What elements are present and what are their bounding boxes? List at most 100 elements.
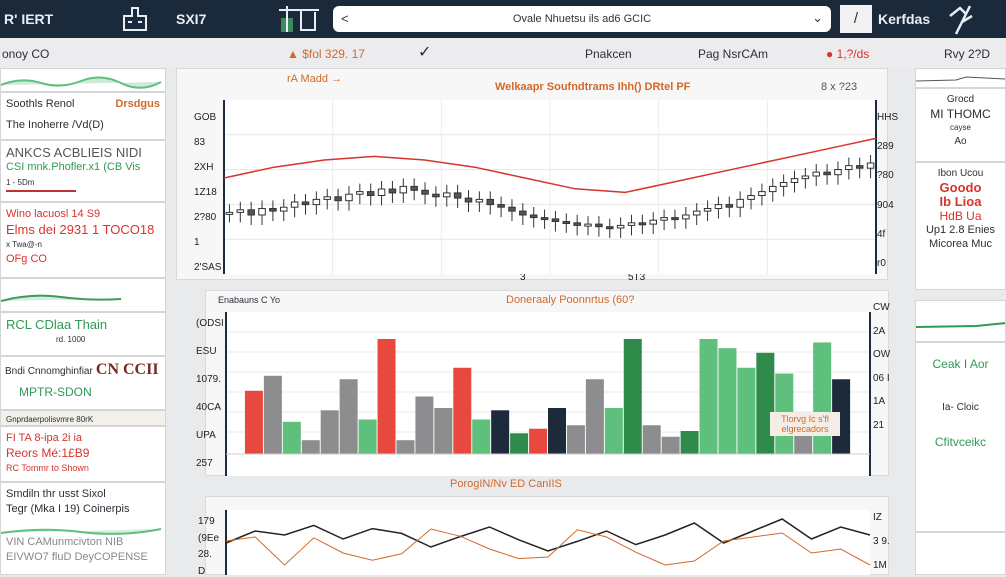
- candle: [356, 191, 364, 195]
- chevron-down-icon[interactable]: ⌄: [812, 10, 823, 25]
- card-sub: rd. 1000: [56, 335, 86, 344]
- card-line: Ibon Ucou: [937, 168, 984, 179]
- bar: [263, 375, 282, 454]
- bar: [737, 367, 756, 454]
- bar: [396, 440, 415, 454]
- y-tick: 06 I: [873, 372, 890, 384]
- sparkline-card-2[interactable]: [0, 278, 166, 312]
- candle: [790, 178, 799, 183]
- search-input[interactable]: Ovale Nhuetsu ils ad6 GCIC: [512, 13, 652, 25]
- card-line: Grocd: [946, 94, 975, 105]
- bar: [623, 339, 642, 454]
- candle: [519, 210, 527, 216]
- annotation-line: Tlorvg Ic s'fl: [781, 414, 829, 424]
- card-title: ANKCS ACBLIEIS NIDI: [6, 145, 142, 160]
- bar: [794, 433, 813, 454]
- left-card-2[interactable]: ANKCS ACBLIEIS NIDI CSI mnk.Phofler.x1 (…: [0, 140, 166, 202]
- candle: [573, 222, 581, 226]
- candle: [247, 209, 255, 216]
- bar: [339, 379, 358, 454]
- candle: [649, 219, 657, 225]
- card-line: Ceak I Aor: [932, 357, 989, 371]
- y-tick: GOB: [194, 112, 217, 123]
- candle: [801, 175, 810, 180]
- tab-pag[interactable]: Pag NsrCAm: [698, 47, 769, 61]
- tab-pnakcen[interactable]: Pnakcen: [585, 47, 632, 61]
- card-line: HdB Ua: [939, 209, 982, 223]
- sparkline: [916, 76, 1005, 82]
- left-card-5[interactable]: Bndi Cnnomghinfiar CN CCII MPTR-SDON: [0, 356, 166, 410]
- edit-button[interactable]: /: [840, 5, 872, 33]
- bar: [756, 352, 775, 454]
- candle: [399, 185, 408, 194]
- price-chart[interactable]: [223, 100, 877, 274]
- search-bar[interactable]: < Ovale Nhuetsu ils ad6 GCIC ⌄: [333, 6, 831, 32]
- chart-tool-icon[interactable]: [275, 4, 325, 34]
- card-line: Micorea Muc: [929, 238, 992, 250]
- right-card-2[interactable]: Ibon Ucou Goodo Ib Lioa HdB Ua Up1 2.8 E…: [915, 162, 1006, 290]
- card-big: CN CCII: [95, 361, 159, 378]
- candle: [660, 217, 668, 221]
- card-line: FI TA 8-ipa 2i ia: [6, 432, 83, 444]
- y-tick: 289: [877, 141, 894, 153]
- candle: [627, 222, 636, 226]
- volume-chart[interactable]: [225, 312, 871, 476]
- candle: [866, 162, 875, 169]
- y-tick: 2XH: [194, 162, 214, 173]
- left-card-6[interactable]: FI TA 8-ipa 2i ia Reors Mé:1£B9 RC Tommr…: [0, 426, 166, 482]
- chart-subtitle: Enabauns C Yo: [218, 295, 281, 305]
- left-card-4[interactable]: RCL CDlaa Thain rd. 1000: [0, 312, 166, 356]
- sparkline: [916, 322, 1005, 328]
- right-sparkline: [915, 68, 1006, 88]
- chart-corner: 8 x ?23: [821, 81, 858, 93]
- y-tick: 4f: [877, 228, 886, 240]
- left-card-3[interactable]: Wino lacuosl 14 S9 Elms dei 2931 1 TOCO1…: [0, 202, 166, 278]
- annotation-line: elgrecadors: [781, 424, 829, 434]
- sparkline: [1, 528, 162, 535]
- bar: [282, 421, 301, 454]
- y-tick: 1M: [873, 560, 887, 571]
- bar: [434, 408, 453, 454]
- y-tick: 3 9.: [873, 536, 890, 547]
- card-line: Elms dei 2931 1 TOCO18: [6, 222, 155, 237]
- sub-bar: onoy CO ▲ $fol 329. 17 ✓ Pnakcen Pag Nsr…: [0, 38, 1006, 68]
- candle: [497, 204, 505, 208]
- chart-title: Welkaapr Soufndtrams Ihh() DRtel PF: [495, 81, 691, 93]
- left-card-7[interactable]: Smdiln thr usst Sixol Tegr (Mka I 19) Co…: [0, 482, 166, 575]
- candle: [769, 185, 777, 193]
- candle: [432, 193, 440, 198]
- sparkline-card[interactable]: [0, 68, 166, 92]
- card-sub: The Inoherre /Vd(D): [6, 119, 104, 131]
- right-card-3[interactable]: Ceak I Aor Ia- Cloic Cfitvceikc: [915, 342, 1006, 532]
- candle: [464, 197, 473, 203]
- bottom-line-chart[interactable]: [225, 510, 871, 575]
- card-foot: 1 - 5Dm: [6, 175, 76, 192]
- back-icon[interactable]: <: [341, 11, 349, 26]
- card-line: Cfitvceikc: [934, 435, 987, 449]
- bar: [548, 408, 566, 454]
- candle: [377, 188, 386, 196]
- tools-icon[interactable]: [946, 2, 976, 36]
- building-icon[interactable]: [118, 4, 154, 34]
- bar: [491, 410, 510, 454]
- right-card-4: [915, 532, 1006, 575]
- y-tick: HHS: [877, 112, 899, 123]
- card-line: VIN CAMunmcivton NIB: [6, 536, 124, 548]
- bar: [604, 408, 623, 454]
- card-line: EIVWO7 fluD DeyCOPENSE: [6, 551, 148, 563]
- candle: [258, 208, 266, 216]
- top-label[interactable]: SXI7: [176, 11, 207, 27]
- card-line: MI THOMC: [930, 107, 991, 121]
- right-card-1[interactable]: Grocd MI THOMC cayse Ao: [915, 88, 1006, 162]
- y-tick: ESU: [196, 346, 217, 357]
- left-card-1[interactable]: Soothls Renol Drsdgus The Inoherre /Vd(D…: [0, 92, 166, 140]
- card-title: Bndi Cnnomghinfiar: [5, 366, 93, 377]
- y-tick: 40CA: [196, 402, 222, 413]
- candle: [508, 206, 516, 212]
- x-tick: 3: [520, 272, 526, 283]
- candle: [366, 191, 375, 196]
- y-tick: (9Ee: [198, 532, 220, 544]
- card-line: Ib Lioa: [939, 194, 982, 209]
- candle: [845, 165, 853, 170]
- user-name[interactable]: Kerfdas: [878, 11, 931, 27]
